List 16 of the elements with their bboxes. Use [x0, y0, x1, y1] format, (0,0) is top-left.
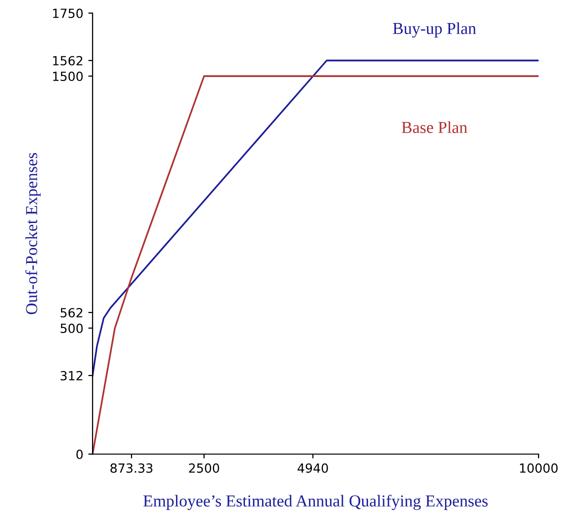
line-series	[92, 60, 539, 376]
x-tick-label: 10000	[520, 463, 558, 473]
y-tick-label: 1750	[53, 8, 83, 18]
y-tick-label: 0	[76, 450, 83, 460]
x-tick-label: 873.33	[110, 463, 152, 473]
y-tick-label: 562	[60, 308, 82, 318]
x-tick-label: 2500	[189, 463, 220, 473]
y-axis-title: Out-of-Pocket Expenses	[25, 153, 41, 314]
y-tick-label: 1562	[53, 56, 82, 66]
series-label: Buy-up Plan	[392, 22, 476, 38]
y-tick-label: 500	[60, 324, 83, 334]
text: Base Plan	[402, 121, 468, 134]
x-axis-title: Employee’s Estimated Annual Qualifying Expenses	[143, 494, 488, 510]
y-tick-label: 312	[60, 370, 82, 380]
x-tick-label: 4940	[298, 463, 328, 473]
y-tick-label: 1500	[53, 72, 83, 82]
